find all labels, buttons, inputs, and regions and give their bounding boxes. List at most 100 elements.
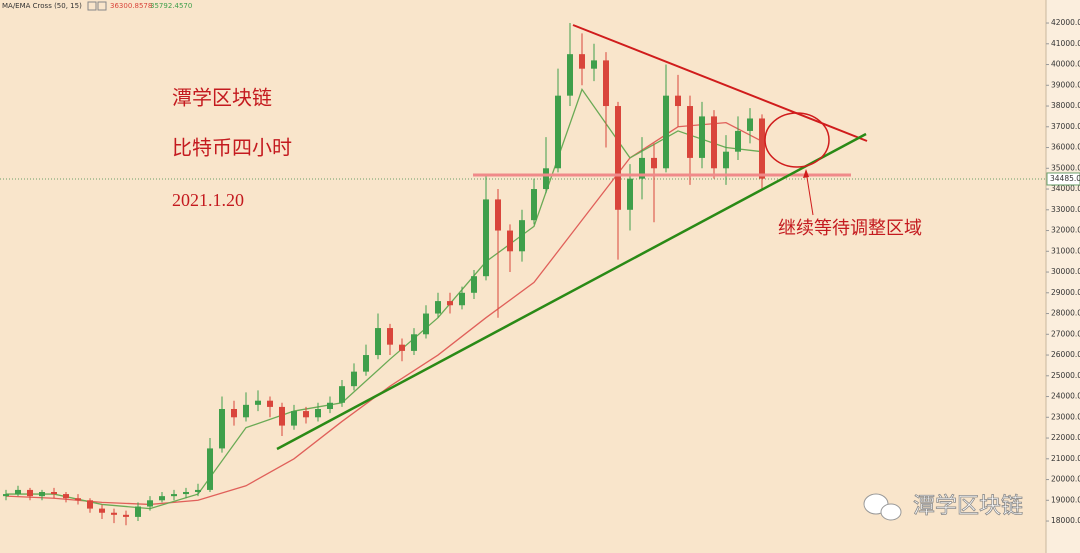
y-tick-label: 38000.00: [1051, 101, 1080, 110]
indicator-settings[interactable]: [97, 1, 107, 11]
candle-body: [759, 118, 765, 179]
candle-body: [339, 386, 345, 403]
indicator-line: [6, 88, 763, 510]
candle-body: [675, 95, 681, 107]
candle-body: [171, 494, 177, 497]
indicator-eye[interactable]: [87, 1, 97, 11]
candle-body: [99, 508, 105, 513]
candle-body: [639, 157, 645, 179]
y-tick-label: 40000.00: [1051, 60, 1080, 69]
indicator-line: [5, 121, 763, 506]
y-tick-label: 33000.00: [1051, 205, 1080, 214]
target-ellipse: [764, 112, 830, 168]
candle-body: [87, 500, 93, 509]
candle-body: [3, 494, 9, 497]
candle-body: [471, 276, 477, 293]
y-tick-label: 29000.00: [1051, 288, 1080, 297]
y-tick-label: 35000.00: [1051, 163, 1080, 172]
title: 潭学区块链: [172, 87, 272, 110]
resistance-trendline: [572, 24, 868, 142]
candle-body: [351, 371, 357, 387]
candle-body: [543, 168, 549, 190]
candle-body: [591, 60, 597, 69]
candle-body: [375, 328, 381, 356]
candle-body: [123, 514, 129, 517]
y-tick-label: 28000.00: [1051, 309, 1080, 318]
candle-body: [315, 408, 321, 418]
candle-body: [327, 402, 333, 409]
candle-body: [279, 406, 285, 426]
y-tick-label: 36000.00: [1051, 143, 1080, 152]
candle-body: [183, 491, 189, 495]
candle-body: [699, 116, 705, 158]
candle-body: [27, 489, 33, 497]
candle-body: [495, 199, 501, 231]
y-tick-label: 25000.00: [1051, 371, 1080, 380]
y-tick-label: 41000.00: [1051, 39, 1080, 48]
y-tick-label: 27000.00: [1051, 329, 1080, 338]
candle-body: [243, 404, 249, 418]
y-tick-label: 18000.00: [1051, 516, 1080, 525]
candle-body: [651, 157, 657, 169]
subtitle: 比特币四小时: [172, 137, 292, 160]
arrow-head: [803, 169, 809, 178]
wechat-icon: [880, 503, 902, 521]
watermark: 潭学区块链: [863, 493, 1023, 521]
candle-body: [723, 151, 729, 169]
candle-body: [303, 411, 309, 418]
candle-body: [711, 116, 717, 169]
candle-body: [219, 408, 225, 449]
candle-body: [627, 178, 633, 210]
candle-body: [735, 130, 741, 152]
y-tick-label: 23000.00: [1051, 412, 1080, 421]
candle-body: [459, 292, 465, 306]
candle-body: [435, 301, 441, 314]
y-tick-label: 21000.00: [1051, 454, 1080, 463]
y-tick-label: 34000.00: [1051, 184, 1080, 193]
candle-body: [387, 328, 393, 345]
y-tick-label: 31000.00: [1051, 246, 1080, 255]
y-tick-label: 42000.00: [1051, 18, 1080, 27]
candle-body: [555, 95, 561, 169]
candle-body: [147, 500, 153, 507]
candle-body: [567, 54, 573, 96]
y-tick-label: 26000.00: [1051, 350, 1080, 359]
indicator-label: MA/EMA Cross (50, 15): [2, 2, 82, 10]
y-tick-label: 37000.00: [1051, 122, 1080, 131]
ema-value: 35792.4570: [150, 2, 192, 10]
y-tick-label: 20000.00: [1051, 475, 1080, 484]
candle-body: [75, 498, 81, 501]
candle-body: [363, 355, 369, 372]
candle-body: [231, 408, 237, 418]
candle-body: [411, 334, 417, 351]
note: 继续等待调整区域: [778, 218, 922, 238]
candle-body: [15, 489, 21, 495]
y-tick-label: 30000.00: [1051, 267, 1080, 276]
candle-body: [399, 344, 405, 351]
watermark-text: 潭学区块链: [913, 494, 1023, 519]
y-tick-label: 19000.00: [1051, 495, 1080, 504]
candle-body: [423, 313, 429, 335]
y-tick-label: 32000.00: [1051, 226, 1080, 235]
candle-body: [51, 491, 57, 495]
candle-body: [135, 506, 141, 517]
candle-body: [531, 189, 537, 221]
candle-body: [663, 95, 669, 169]
candle-body: [255, 400, 261, 405]
candle-body: [291, 411, 297, 426]
candle-body: [111, 512, 117, 515]
candle-body: [63, 494, 69, 499]
candle-body: [447, 301, 453, 306]
last-price-box: [1046, 172, 1080, 186]
last-price-label: 34485.00: [1050, 174, 1080, 183]
plot: [0, 23, 1046, 526]
candle-body: [579, 54, 585, 69]
candle-body: [207, 448, 213, 490]
candle-body: [603, 60, 609, 107]
candle-body: [39, 491, 45, 497]
y-tick-label: 22000.00: [1051, 433, 1080, 442]
candle-body: [267, 400, 273, 407]
candle-body: [615, 106, 621, 210]
